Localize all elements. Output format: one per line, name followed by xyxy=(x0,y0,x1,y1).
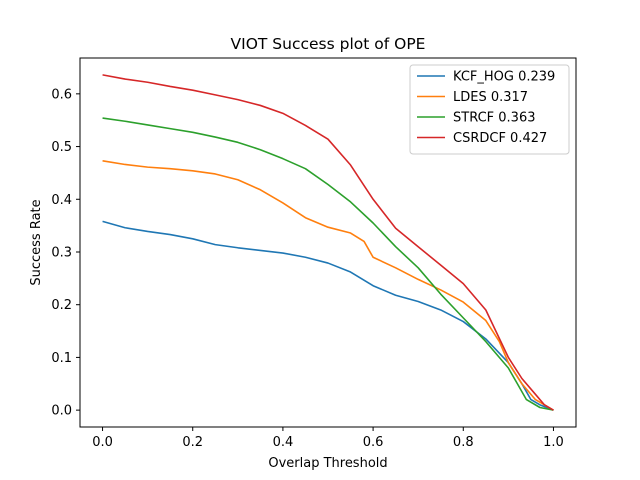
y-axis: 0.0 0.1 0.2 0.3 0.4 0.5 0.6 xyxy=(51,87,80,419)
series-line-1 xyxy=(102,160,554,411)
legend-label: CSRDCF 0.427 xyxy=(453,131,547,146)
x-axis: 0.0 0.2 0.4 0.6 0.8 1.0 xyxy=(92,427,564,450)
chart-title: VIOT Success plot of OPE xyxy=(231,35,426,53)
y-tick-label: 0.2 xyxy=(51,298,72,313)
x-tick-label: 0.2 xyxy=(182,435,203,450)
y-axis-label: Success Rate xyxy=(29,199,44,285)
x-axis-label: Overlap Threshold xyxy=(268,456,387,471)
plot-area xyxy=(79,57,577,428)
x-tick-label: 1.0 xyxy=(543,435,564,450)
legend-label: STRCF 0.363 xyxy=(453,111,535,126)
legend: KCF_HOG 0.239 LDES 0.317 STRCF 0.363 CSRDCF… xyxy=(409,64,570,155)
y-tick-label: 0.5 xyxy=(51,140,72,155)
y-tick-label: 0.3 xyxy=(51,245,72,260)
x-tick-label: 0.6 xyxy=(363,435,384,450)
x-tick-label: 0.0 xyxy=(92,435,113,450)
y-tick-label: 0.0 xyxy=(51,404,72,419)
y-tick-label: 0.6 xyxy=(51,87,72,102)
series-line-2 xyxy=(102,117,554,411)
series-lines xyxy=(102,74,554,411)
y-tick-label: 0.4 xyxy=(51,193,72,208)
x-tick-label: 0.8 xyxy=(453,435,474,450)
axes-frame xyxy=(79,57,577,428)
legend-label: KCF_HOG 0.239 xyxy=(453,70,555,85)
series-line-3 xyxy=(102,74,554,411)
legend-label: LDES 0.317 xyxy=(453,90,528,105)
legend-box xyxy=(409,64,570,155)
x-tick-label: 0.4 xyxy=(273,435,294,450)
y-tick-label: 0.1 xyxy=(51,351,72,366)
